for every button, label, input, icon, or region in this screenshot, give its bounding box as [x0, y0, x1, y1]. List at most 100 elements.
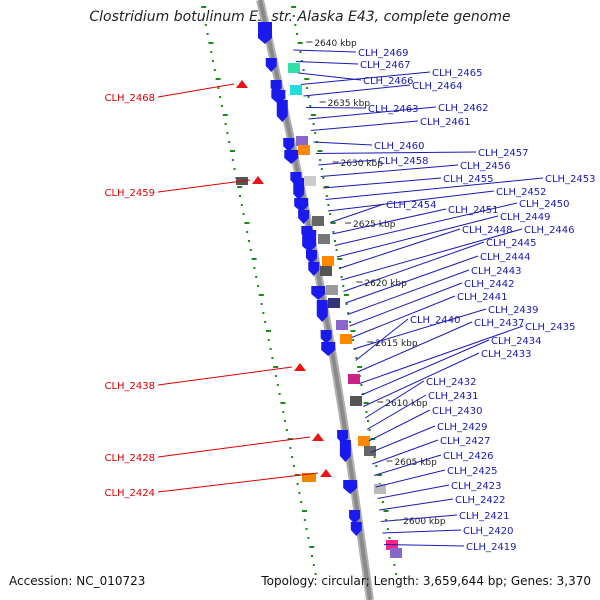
inner-tick-dot — [267, 339, 270, 341]
forward-gene-leader — [347, 269, 470, 315]
map-title: Clostridium botulinum E3 str. Alaska E43… — [89, 9, 511, 25]
inner-tick-dot — [260, 303, 263, 305]
forward-gene-label: CLH_2457 — [478, 148, 529, 159]
forward-gene-arrow — [316, 300, 328, 322]
feature-block — [358, 436, 370, 446]
forward-gene-arrow — [302, 230, 317, 252]
forward-gene-leader — [349, 282, 463, 327]
inner-tick-dot — [314, 573, 317, 575]
forward-gene-label: CLH_2441 — [457, 292, 508, 303]
outer-tick-dot — [334, 240, 336, 242]
forward-gene-arrow — [350, 522, 362, 536]
inner-tick-dot — [226, 132, 229, 134]
forward-gene-label: CLH_2450 — [519, 199, 570, 210]
forward-gene-leader — [325, 177, 544, 200]
forward-gene-leader — [361, 339, 490, 396]
forward-gene-leader — [373, 454, 442, 476]
inner-tick-dot — [251, 258, 257, 260]
outer-tick-dot — [332, 231, 335, 233]
forward-gene-arrow — [305, 250, 317, 264]
forward-gene-leader — [379, 498, 454, 511]
outer-tick-dot — [337, 258, 343, 260]
inner-tick-dot — [296, 483, 299, 485]
forward-gene-leader — [300, 71, 431, 85]
inner-tick-dot — [287, 438, 293, 440]
forward-gene-label: CLH_2446 — [524, 225, 575, 236]
forward-gene-arrow — [283, 138, 295, 152]
outer-tick-dot — [304, 78, 310, 80]
outer-tick-dot — [368, 429, 371, 431]
reverse-gene-leader — [157, 83, 235, 98]
inner-tick-dot — [307, 537, 310, 539]
outer-tick-dot — [381, 501, 384, 503]
outer-tick-dot — [307, 96, 310, 98]
forward-gene-arrow — [298, 210, 310, 224]
scale-tick-label: 2615 kbp — [375, 339, 418, 349]
reverse-gene-leader — [157, 436, 311, 458]
feature-block — [374, 484, 386, 494]
outer-tick-dot — [302, 69, 305, 71]
forward-gene-label: CLH_2425 — [447, 466, 498, 477]
forward-gene-arrow — [321, 342, 336, 356]
forward-gene-leader — [380, 514, 458, 522]
outer-tick-dot — [360, 384, 363, 386]
feature-block — [326, 285, 338, 295]
inner-tick-dot — [219, 96, 222, 98]
forward-gene-leader — [351, 295, 456, 338]
forward-gene-label: CLH_2467 — [360, 60, 411, 71]
forward-gene-label: CLH_2440 — [410, 315, 461, 326]
feature-block — [298, 145, 310, 155]
forward-gene-leader — [332, 208, 447, 235]
forward-gene-leader — [375, 469, 446, 488]
forward-gene-label: CLH_2464 — [412, 81, 463, 92]
outer-tick-dot — [325, 195, 328, 197]
inner-tick-dot — [246, 231, 249, 233]
outer-tick-dot — [319, 159, 322, 161]
inner-tick-dot — [273, 366, 279, 368]
forward-gene-label: CLH_2448 — [462, 225, 513, 236]
inner-tick-dot — [298, 492, 301, 494]
outer-tick-dot — [375, 465, 378, 467]
reverse-gene-arrow — [236, 80, 248, 88]
forward-gene-arrow — [276, 100, 288, 122]
forward-gene-label: CLH_2427 — [440, 436, 491, 447]
outer-tick-dot — [348, 321, 351, 323]
outer-tick-dot — [386, 528, 389, 530]
inner-tick-dot — [302, 510, 307, 512]
inner-tick-dot — [282, 411, 285, 413]
forward-gene-leader — [313, 141, 373, 146]
inner-tick-dot — [271, 357, 274, 359]
forward-gene-leader — [353, 308, 487, 350]
forward-gene-leader — [357, 321, 473, 373]
forward-gene-arrow — [343, 480, 358, 494]
scale-tick-label: 2635 kbp — [328, 99, 371, 109]
outer-tick-dot — [357, 366, 363, 368]
forward-gene-leader — [366, 394, 427, 430]
gene-features — [236, 22, 402, 558]
inner-tick-dot — [248, 240, 250, 242]
outer-tick-dot — [393, 564, 396, 566]
reverse-gene-label: CLH_2468 — [104, 93, 155, 104]
inner-tick-dot — [255, 276, 258, 278]
reverse-gene-arrow — [320, 469, 332, 477]
forward-gene-leader — [323, 177, 442, 189]
forward-gene-label: CLH_2434 — [491, 336, 542, 347]
outer-tick-dot — [350, 330, 356, 332]
forward-gene-label: CLH_2426 — [443, 451, 494, 462]
outer-tick-dot — [352, 339, 355, 341]
outer-tick-dot — [347, 312, 350, 314]
tick-dot-tracks — [201, 6, 398, 575]
inner-tick-dot — [233, 168, 236, 170]
forward-gene-label: CLH_2419 — [466, 542, 517, 553]
scale-tick-label: 2600 kbp — [403, 517, 446, 527]
forward-gene-label: CLH_2463 — [368, 104, 419, 115]
reverse-gene-leader — [157, 179, 251, 193]
forward-gene-leader — [318, 159, 377, 166]
inner-tick-dot — [266, 330, 271, 332]
inner-tick-dot — [289, 447, 292, 449]
outer-tick-dot — [314, 132, 317, 134]
inner-tick-dot — [203, 15, 205, 17]
inner-tick-dot — [201, 6, 207, 8]
forward-gene-leader — [341, 228, 523, 281]
